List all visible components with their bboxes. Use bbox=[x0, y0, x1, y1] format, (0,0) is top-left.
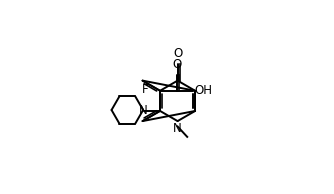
Text: F: F bbox=[142, 83, 149, 96]
Text: OH: OH bbox=[195, 84, 213, 97]
Text: N: N bbox=[139, 104, 148, 117]
Text: O: O bbox=[173, 47, 182, 60]
Text: O: O bbox=[173, 58, 182, 71]
Text: N: N bbox=[173, 122, 182, 135]
